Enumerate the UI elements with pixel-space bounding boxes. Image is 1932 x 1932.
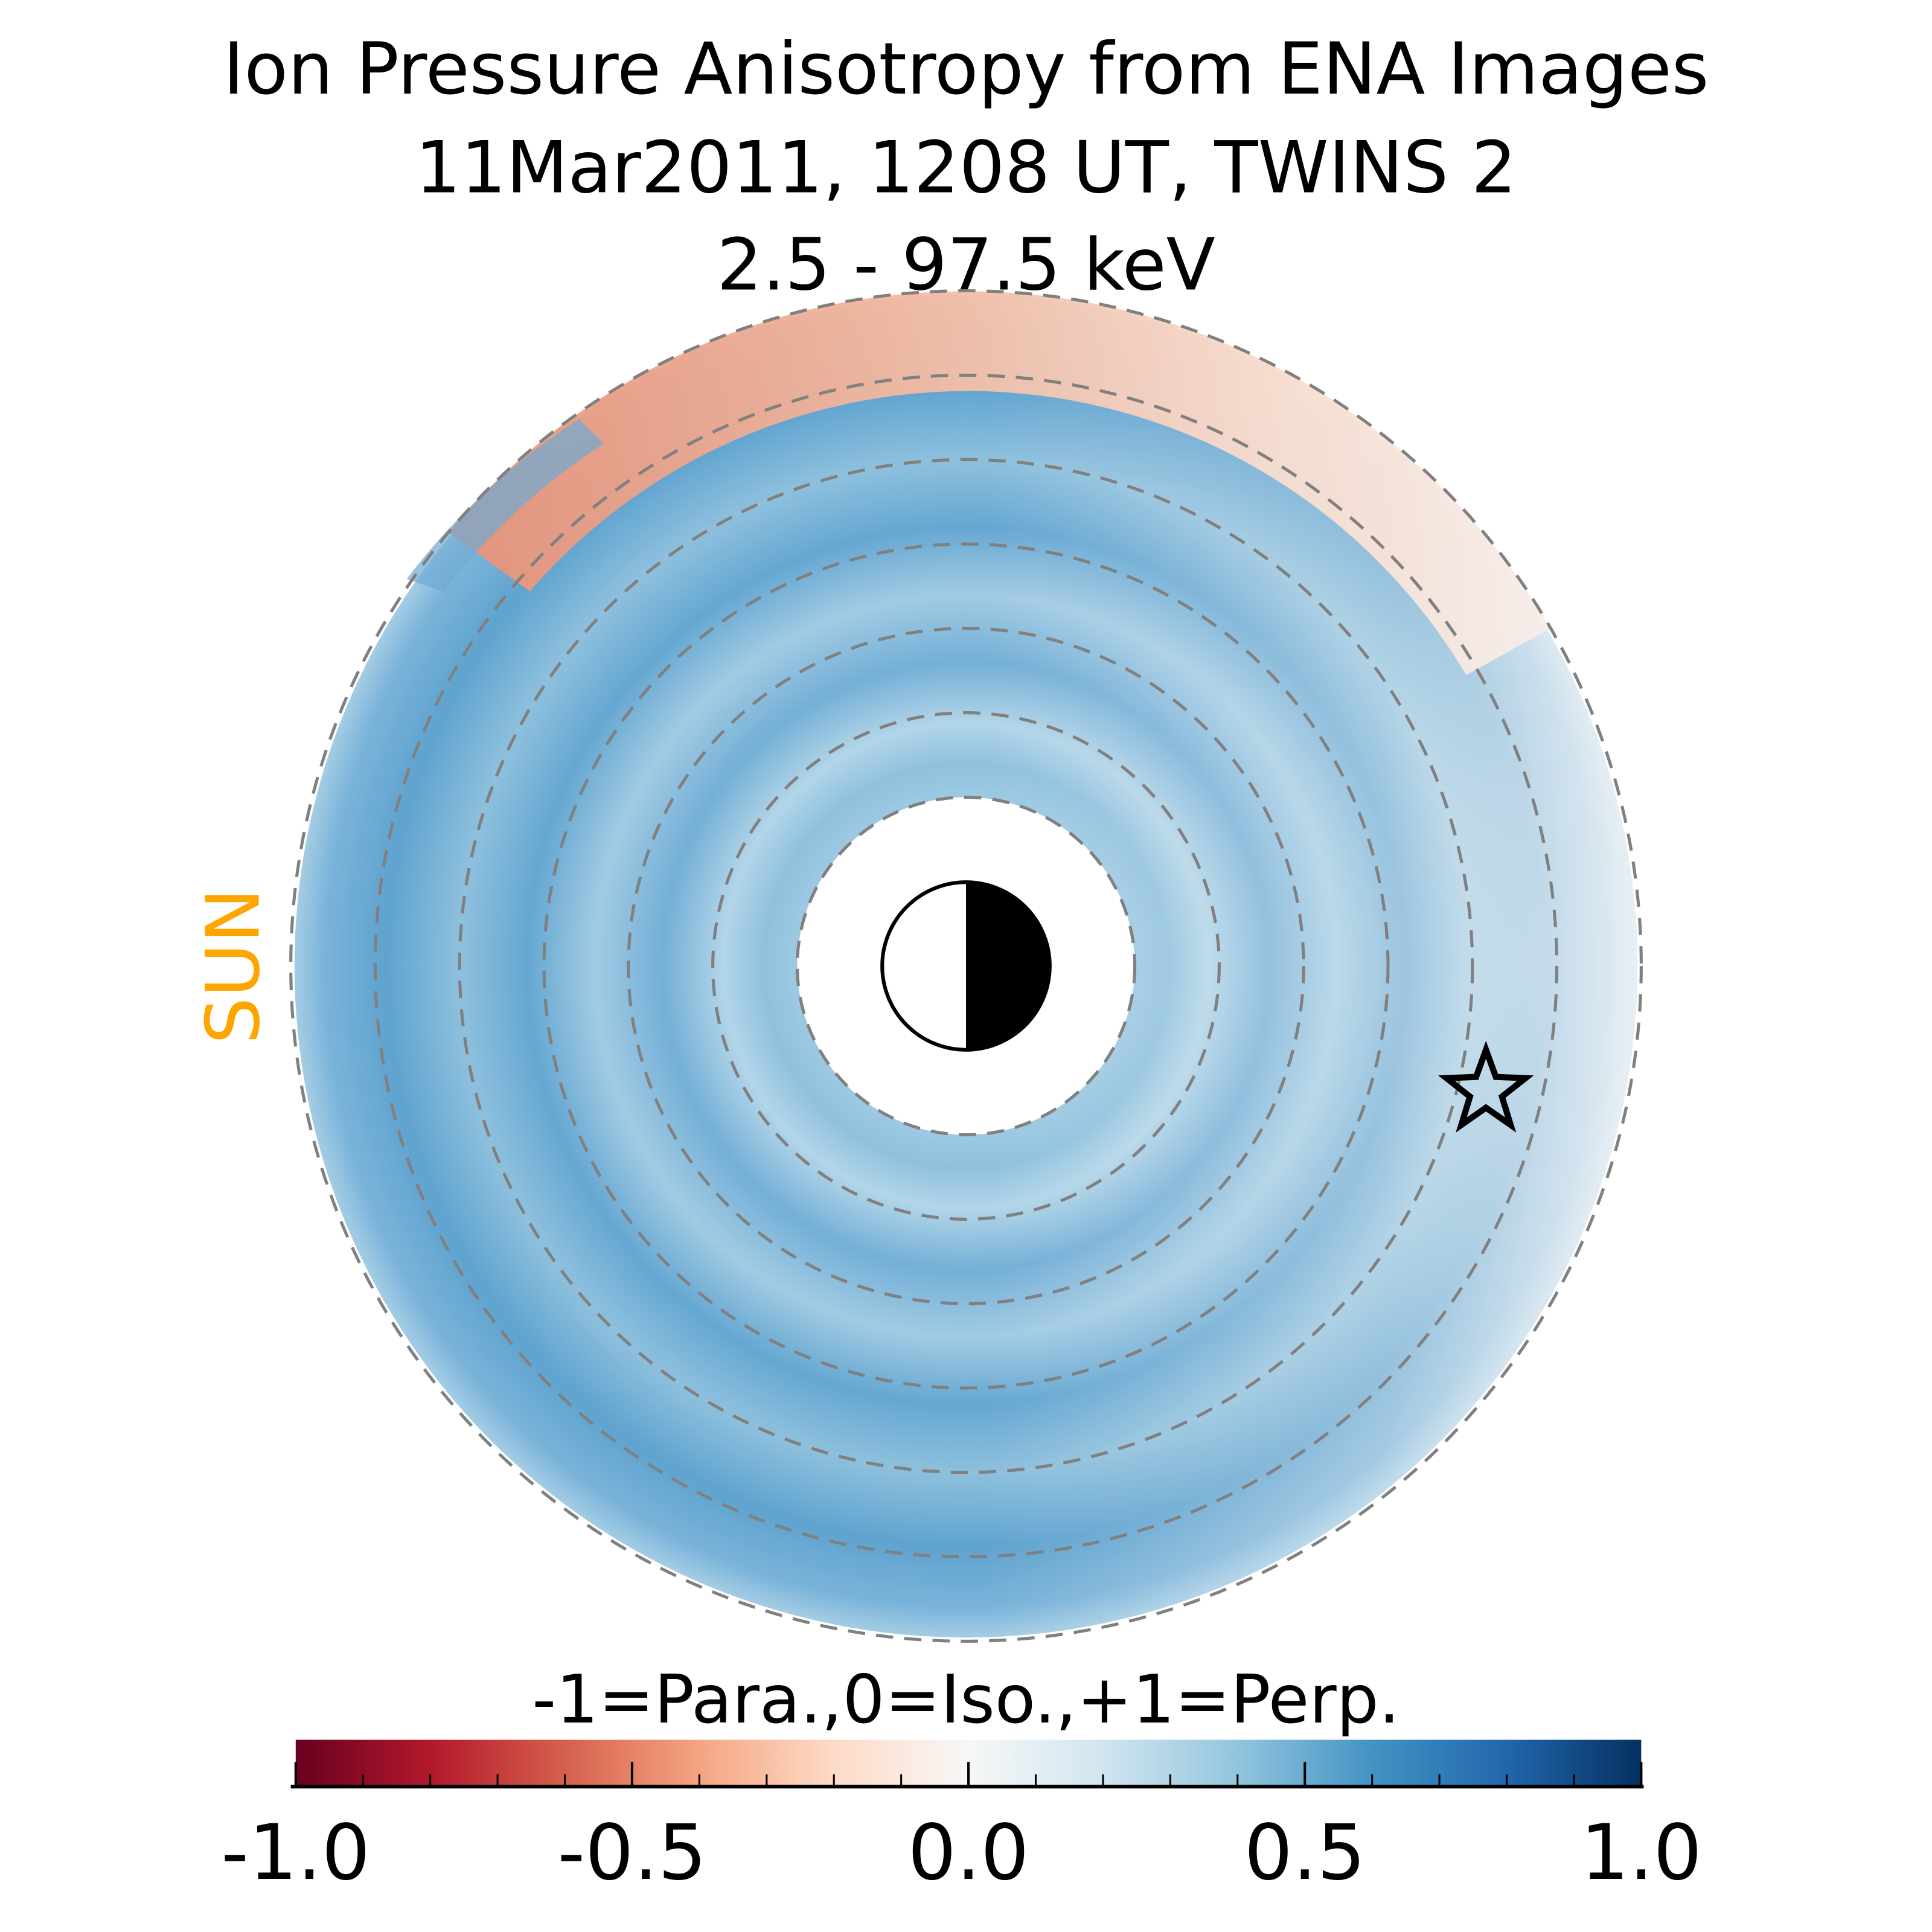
title-line-2: 11Mar2011, 1208 UT, TWINS 2 [415, 126, 1517, 209]
colorbar-tick-label: -0.5 [558, 1808, 707, 1897]
distance-ring [542, 542, 1390, 1390]
colorbar-ticks: -1.0 -0.5 0.0 0.5 1.0 [221, 1762, 1702, 1897]
perpendicular-streak [406, 418, 604, 592]
colorbar-tick-label: 0.5 [1244, 1808, 1366, 1897]
distance-rings [289, 289, 1643, 1643]
title-line-1: Ion Pressure Anisotropy from ENA Images [223, 27, 1709, 110]
distance-ring [458, 458, 1474, 1474]
distance-ring [289, 289, 1643, 1643]
earth-icon [880, 880, 1052, 1052]
colorbar-tick-label: 1.0 [1581, 1808, 1702, 1897]
distance-ring [711, 711, 1221, 1221]
distance-ring [627, 627, 1305, 1305]
parallel-anisotropy-region [448, 291, 1550, 676]
spacecraft-star-icon [1438, 1040, 1534, 1133]
colorbar-tick-label: 0.0 [907, 1808, 1029, 1897]
distance-ring [795, 795, 1137, 1137]
colorbar-label: -1=Para.,0=Iso.,+1=Perp. [532, 1661, 1399, 1738]
distance-ring [373, 373, 1559, 1559]
sun-direction-label: SUN [190, 888, 277, 1044]
colorbar-tick-label: -1.0 [221, 1808, 370, 1897]
